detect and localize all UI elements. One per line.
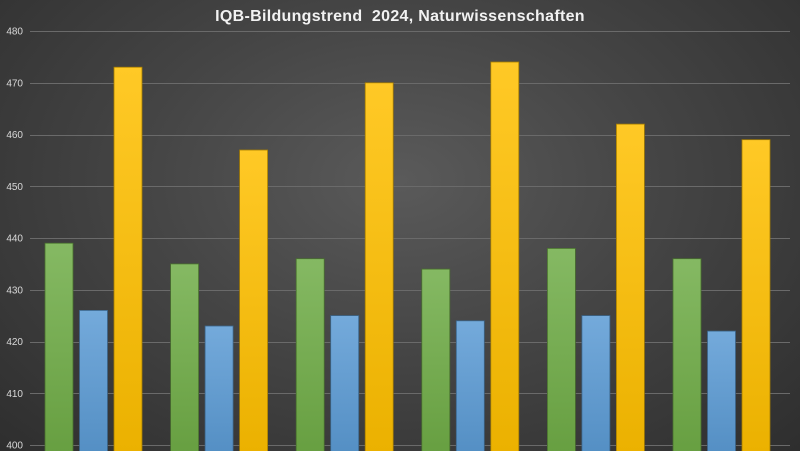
bar-series-1-group-4 xyxy=(421,268,451,451)
bar-series-2-group-6 xyxy=(707,330,736,451)
bar-series-2-group-5 xyxy=(581,315,611,451)
bar-series-2-group-2 xyxy=(204,325,234,451)
y-tick-label: 450 xyxy=(6,182,23,193)
bars xyxy=(44,61,771,451)
bar-series-1-group-6 xyxy=(672,258,702,451)
y-tick-label: 400 xyxy=(6,441,23,451)
gridlines xyxy=(30,31,790,446)
y-tick-label: 410 xyxy=(6,389,23,400)
bar-series-2-group-1 xyxy=(79,309,108,451)
y-tick-label: 430 xyxy=(6,285,23,296)
bar-series-3-group-6 xyxy=(741,139,771,451)
y-tick-label: 470 xyxy=(6,78,23,89)
bar-series-1-group-3 xyxy=(295,258,325,451)
y-tick-label: 480 xyxy=(6,27,23,38)
bar-series-3-group-1 xyxy=(113,66,143,451)
y-tick-label: 460 xyxy=(6,130,23,141)
bar-series-3-group-3 xyxy=(364,82,394,451)
bar-series-3-group-4 xyxy=(490,61,520,451)
bar-series-1-group-2 xyxy=(170,263,200,451)
y-axis-ticks: 400 410 420 430 440 450 460 470 480 xyxy=(6,27,23,451)
bar-series-2-group-4 xyxy=(455,320,485,451)
y-tick-label: 440 xyxy=(6,234,23,245)
bar-series-3-group-5 xyxy=(616,123,645,451)
bar-series-3-group-2 xyxy=(239,149,269,451)
chart-title: IQB-Bildungstrend 2024, Naturwissenschaf… xyxy=(215,8,585,25)
bar-series-1-group-5 xyxy=(547,247,576,451)
bar-series-2-group-3 xyxy=(330,315,360,451)
bar-series-1-group-1 xyxy=(44,242,74,451)
y-tick-label: 420 xyxy=(6,337,23,348)
